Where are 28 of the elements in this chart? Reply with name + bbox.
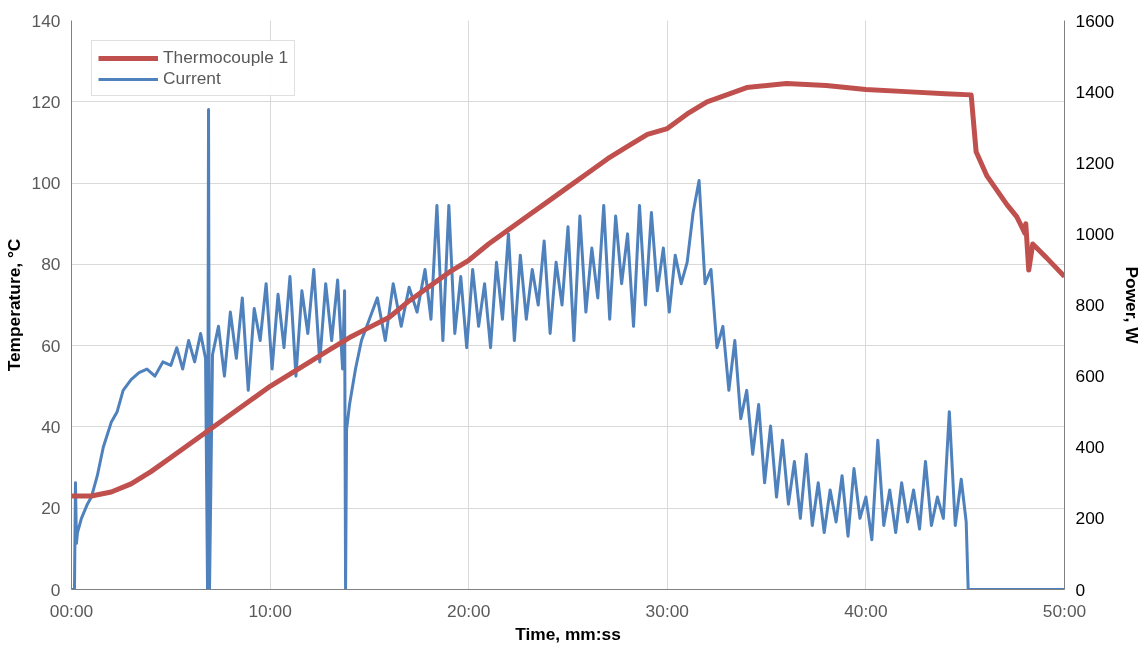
y2-tick-label: 1400 — [1075, 81, 1115, 102]
y-tick-label: 40 — [41, 416, 61, 437]
y-tick-label: 20 — [41, 498, 61, 519]
x-tick-label: 20:00 — [447, 600, 491, 621]
y-tick-label: 120 — [31, 91, 61, 112]
legend-label: Thermocouple 1 — [163, 47, 289, 68]
x-tick-label: 40:00 — [844, 600, 888, 621]
y2-tick-label: 600 — [1075, 366, 1105, 387]
y-tick-label: 100 — [31, 173, 61, 194]
y-tick-label: 140 — [31, 10, 61, 31]
x-axis-title: Time, mm:ss — [515, 623, 621, 644]
y2-tick-label: 200 — [1075, 508, 1105, 529]
x-tick-label: 00:00 — [49, 600, 94, 621]
y2-tick-label: 1000 — [1075, 223, 1115, 244]
y2-tick-label: 800 — [1075, 295, 1105, 315]
y2-tick-label: 1600 — [1075, 10, 1115, 31]
y-tick-label: 0 — [50, 579, 61, 600]
legend-label: Current — [163, 68, 221, 89]
y-axis-title: Temperature, °C — [3, 238, 24, 372]
y-tick-label: 60 — [41, 335, 61, 356]
x-tick-label: 10:00 — [248, 600, 292, 621]
y2-tick-label: 400 — [1075, 437, 1105, 458]
y2-tick-label: 1200 — [1075, 152, 1115, 173]
y2-axis-title: Power, W — [1122, 266, 1143, 345]
y-tick-label: 80 — [41, 254, 61, 275]
x-tick-label: 50:00 — [1042, 600, 1087, 621]
x-tick-label: 30:00 — [645, 600, 689, 621]
y2-tick-label: 0 — [1075, 579, 1086, 600]
